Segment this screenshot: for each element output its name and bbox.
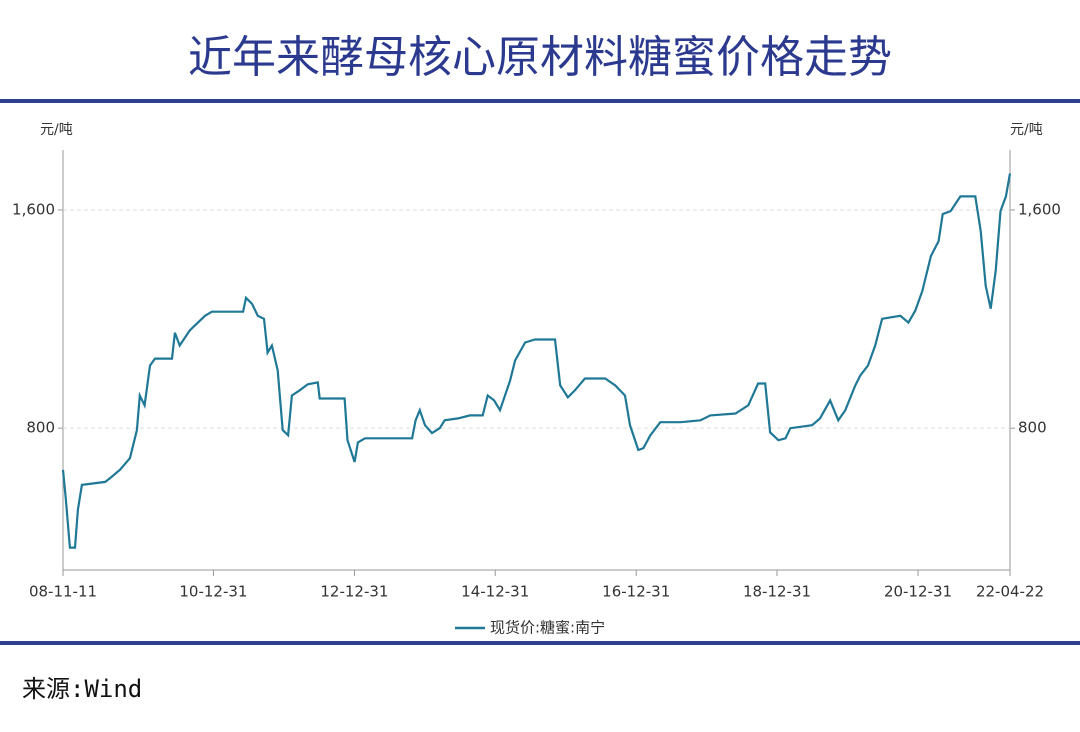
title-rule [0,99,1080,103]
y2-tick-label: 1,600 [1018,201,1061,219]
y-tick-label: 800 [26,419,55,437]
source: 来源:Wind [22,675,142,703]
y2-axis-label: 元/吨 [1010,122,1043,138]
price-line [61,173,1012,549]
legend-label: 现货价:糖蜜:南宁 [490,619,605,637]
y-tick-label: 1,600 [12,201,55,219]
bottom-rule [0,641,1080,645]
x-tick-label: 10-12-31 [179,583,247,601]
x-tick-label: 20-12-31 [884,583,952,601]
x-tick-label: 22-04-22 [976,583,1044,601]
title: 近年来酵母核心原材料糖蜜价格走势 [188,32,892,83]
x-tick-label: 14-12-31 [461,583,529,601]
x-tick-label: 12-12-31 [320,583,388,601]
x-tick-label: 08-11-11 [29,583,97,601]
x-tick-label: 16-12-31 [602,583,670,601]
y2-tick-label: 800 [1018,419,1047,437]
y-axis-label: 元/吨 [40,122,73,138]
x-tick-label: 18-12-31 [743,583,811,601]
